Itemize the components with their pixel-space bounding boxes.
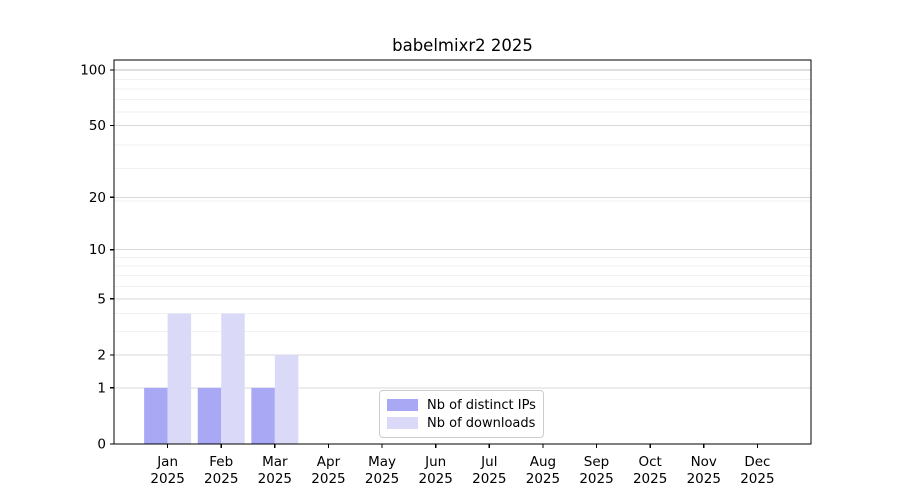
- x-tick-label-month-oct: Oct: [638, 454, 661, 470]
- x-tick-label-month-jul: Jul: [480, 454, 497, 470]
- y-tick-label-100: 100: [80, 63, 106, 79]
- bar-distinct-ips-feb: [197, 387, 222, 444]
- x-tick-label-year-nov: 2025: [687, 471, 721, 487]
- x-tick-label-month-mar: Mar: [262, 454, 288, 470]
- y-tick-label-20: 20: [89, 190, 106, 206]
- bar-distinct-ips-mar: [251, 387, 275, 444]
- x-tick-label-month-may: May: [368, 454, 396, 470]
- x-tick-label-month-dec: Dec: [744, 454, 770, 470]
- legend-item-distinct-ips: Nb of distinct IPs: [387, 399, 543, 412]
- x-tick-label-month-aug: Aug: [530, 454, 556, 470]
- x-tick-label-year-jun: 2025: [419, 471, 453, 487]
- x-tick-label-year-oct: 2025: [633, 471, 667, 487]
- plot-border: [113, 59, 812, 445]
- x-tick-label-year-mar: 2025: [258, 471, 292, 487]
- legend: Nb of distinct IPs Nb of downloads: [379, 390, 544, 438]
- y-tick-label-1: 1: [97, 380, 106, 396]
- bar-distinct-ips-jan: [144, 387, 168, 444]
- legend-item-downloads: Nb of downloads: [387, 417, 543, 430]
- y-tick-label-5: 5: [97, 291, 106, 307]
- y-tick-label-2: 2: [97, 347, 106, 363]
- x-tick-label-month-jan: Jan: [156, 454, 178, 470]
- x-tick-label-month-apr: Apr: [317, 454, 341, 470]
- x-tick-label-month-jun: Jun: [424, 454, 446, 470]
- bar-downloads-mar: [274, 354, 299, 444]
- legend-swatch-downloads: [387, 417, 418, 429]
- bar-downloads-jan: [167, 313, 192, 444]
- y-tick-label-50: 50: [89, 118, 106, 134]
- x-tick-label-month-nov: Nov: [691, 454, 717, 470]
- legend-label-distinct-ips: Nb of distinct IPs: [427, 397, 536, 413]
- x-tick-label-year-aug: 2025: [526, 471, 560, 487]
- x-tick-label-year-dec: 2025: [740, 471, 774, 487]
- legend-label-downloads: Nb of downloads: [427, 415, 536, 431]
- chart-title: babelmixr2 2025: [392, 36, 533, 55]
- x-tick-label-year-feb: 2025: [204, 471, 238, 487]
- x-tick-label-year-jan: 2025: [150, 471, 184, 487]
- y-tick-label-10: 10: [89, 242, 106, 258]
- x-tick-label-year-may: 2025: [365, 471, 399, 487]
- bar-downloads-feb: [221, 313, 245, 444]
- x-tick-label-year-apr: 2025: [311, 471, 345, 487]
- y-tick-label-0: 0: [97, 437, 106, 453]
- legend-swatch-distinct-ips: [387, 399, 418, 411]
- x-tick-label-year-jul: 2025: [472, 471, 506, 487]
- x-tick-label-month-feb: Feb: [209, 454, 233, 470]
- x-tick-label-month-sep: Sep: [584, 454, 609, 470]
- x-tick-label-year-sep: 2025: [579, 471, 613, 487]
